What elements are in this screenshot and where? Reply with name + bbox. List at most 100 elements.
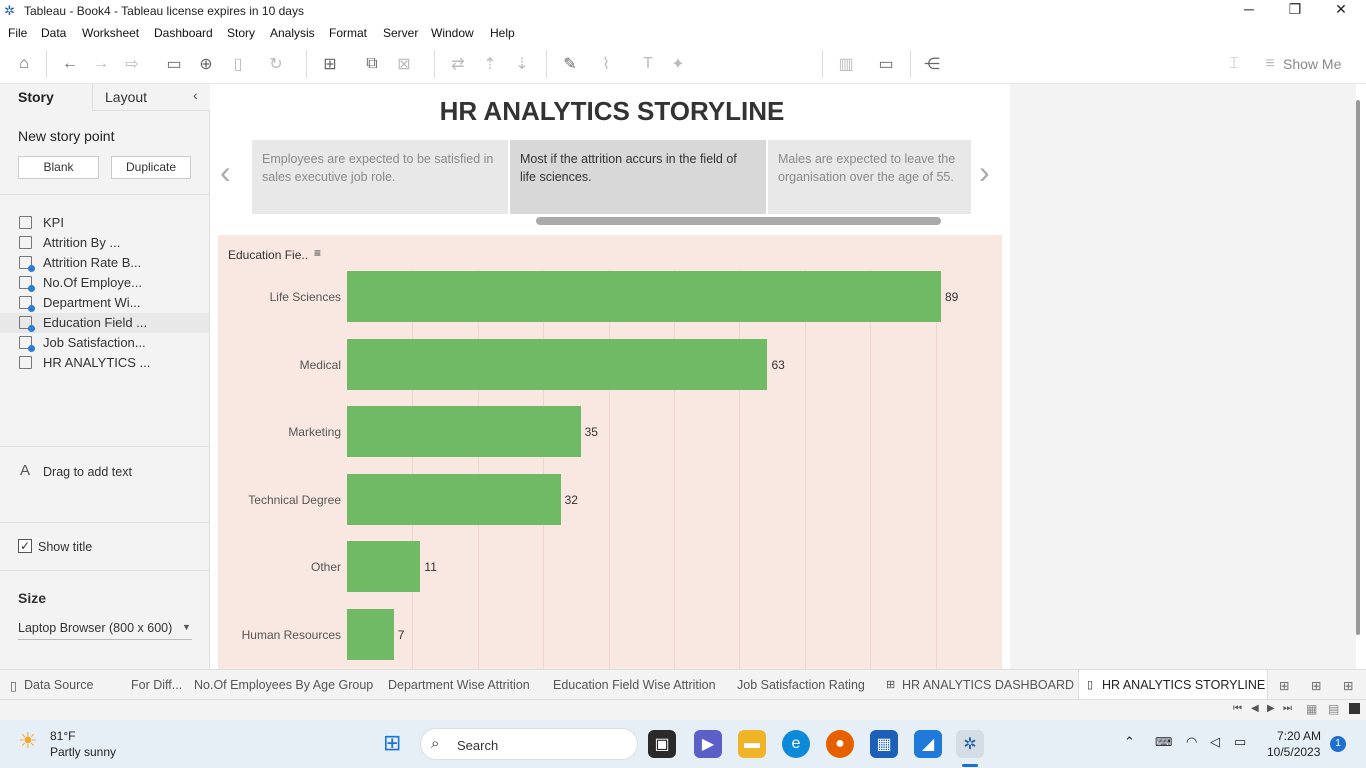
refresh-icon[interactable]: ↻ xyxy=(269,56,283,73)
clock-time[interactable]: 7:20 AM xyxy=(1277,729,1322,743)
redo-icon[interactable]: → xyxy=(93,55,109,72)
dashboard-item[interactable]: HR ANALYTICS ... xyxy=(0,353,209,373)
firefox-icon[interactable]: ● xyxy=(826,730,854,758)
chat-icon[interactable]: ▶ xyxy=(694,730,722,758)
tab-sheet[interactable]: Department Wise Attrition xyxy=(388,678,530,692)
tableau-app-icon[interactable]: ✲ xyxy=(956,730,984,758)
presentation-mode-icon[interactable]: ▭ xyxy=(878,56,894,73)
new-story-tab-icon[interactable]: ⊞ xyxy=(1343,679,1354,693)
menu-server[interactable]: Server xyxy=(383,26,419,40)
cards-icon[interactable]: ▥ xyxy=(838,56,854,73)
menu-worksheet[interactable]: Worksheet xyxy=(82,26,140,40)
new-worksheet-tab-icon[interactable]: ⊞ xyxy=(1279,679,1290,693)
sort-ascending-icon[interactable]: ⇡ xyxy=(483,56,497,73)
menu-file[interactable]: File xyxy=(8,26,28,40)
swap-axes-icon[interactable]: ⇄ xyxy=(451,56,465,73)
show-title-checkbox[interactable]: ✓ xyxy=(18,539,32,553)
group-icon[interactable]: ⌇ xyxy=(602,56,610,73)
sheet-item[interactable]: Job Satisfaction... xyxy=(0,333,209,353)
pause-updates-icon[interactable]: ▯ xyxy=(233,56,243,73)
tab-sheet[interactable]: Job Satisfaction Rating xyxy=(737,678,865,692)
sheet-item[interactable]: Department Wi... xyxy=(0,293,209,313)
minimize-button[interactable]: ─ xyxy=(1244,1,1254,17)
tabs-view-icon[interactable] xyxy=(1349,703,1360,714)
sheet-item[interactable]: KPI xyxy=(0,213,209,233)
notification-badge[interactable]: 1 xyxy=(1330,736,1346,752)
tab-dashboard[interactable]: HR ANALYTICS DASHBOARD xyxy=(902,678,1075,692)
story-point[interactable]: Employees are expected to be satisfied i… xyxy=(252,140,508,214)
sheet-item[interactable]: No.Of Employe... xyxy=(0,273,209,293)
tab-story[interactable]: Story xyxy=(18,89,54,105)
story-point[interactable]: Males are expected to leave the organisa… xyxy=(768,140,971,214)
menu-dashboard[interactable]: Dashboard xyxy=(154,26,213,40)
story-navigator-scrollbar[interactable] xyxy=(536,217,941,225)
first-sheet-icon[interactable]: ⏮ xyxy=(1233,703,1242,714)
bar[interactable] xyxy=(347,338,768,390)
new-data-source-icon[interactable]: ⊕ xyxy=(199,56,213,73)
sheet-sorter-icon[interactable]: ▦ xyxy=(1306,702,1318,716)
next-sheet-icon[interactable]: ▶ xyxy=(1267,703,1275,714)
edge-icon[interactable]: e xyxy=(782,730,810,758)
save-icon[interactable]: ▭ xyxy=(166,56,182,73)
photos-icon[interactable]: ◢ xyxy=(914,730,942,758)
keyboard-icon[interactable]: ⌨ xyxy=(1155,735,1173,749)
filmstrip-icon[interactable]: ▤ xyxy=(1328,702,1340,716)
previous-story-point-icon[interactable]: ‹ xyxy=(220,154,231,190)
clear-sheet-icon[interactable]: ⊠ xyxy=(397,56,411,73)
show-me-label[interactable]: Show Me xyxy=(1283,56,1342,72)
story-point-active[interactable]: Most if the attrition accurs in the fiel… xyxy=(510,140,766,214)
prev-sheet-icon[interactable]: ◀ xyxy=(1251,703,1259,714)
menu-data[interactable]: Data xyxy=(41,26,67,40)
bar[interactable] xyxy=(347,271,941,322)
bar[interactable] xyxy=(347,609,394,660)
store-icon[interactable]: ▦ xyxy=(870,730,898,758)
restore-button[interactable]: ❐ xyxy=(1288,1,1302,17)
sort-descending-icon[interactable]: ⇣ xyxy=(515,56,529,73)
sort-icon[interactable]: ≡ xyxy=(314,246,322,260)
bar[interactable] xyxy=(347,541,421,593)
last-sheet-icon[interactable]: ⏭ xyxy=(1283,703,1292,714)
sheet-item-selected[interactable]: Education Field ... xyxy=(0,313,209,333)
tab-sheet[interactable]: No.Of Employees By Age Group xyxy=(194,678,374,692)
replay-icon[interactable]: ⇨ xyxy=(125,56,139,73)
drag-to-add-text[interactable]: Drag to add text xyxy=(43,465,132,479)
volume-icon[interactable]: ◁ xyxy=(1210,734,1220,749)
close-button[interactable]: ✕ xyxy=(1335,1,1347,17)
sheet-item[interactable]: Attrition By ... xyxy=(0,233,209,253)
home-icon[interactable]: ⌂ xyxy=(19,55,29,72)
tab-sheet[interactable]: Education Field Wise Attrition xyxy=(553,678,716,692)
sheet-item[interactable]: Attrition Rate B... xyxy=(0,253,209,273)
vertical-scrollbar[interactable] xyxy=(1356,100,1360,635)
menu-format[interactable]: Format xyxy=(329,26,368,40)
share-icon[interactable]: ⋲ xyxy=(924,56,940,73)
show-labels-icon[interactable]: T xyxy=(643,55,653,72)
size-dropdown[interactable]: Laptop Browser (800 x 600) ▼ xyxy=(18,618,192,640)
highlight-icon[interactable]: ✎ xyxy=(563,56,577,73)
blank-button[interactable]: Blank xyxy=(18,156,99,179)
tab-layout[interactable]: Layout xyxy=(105,89,148,105)
next-story-point-icon[interactable]: › xyxy=(979,154,990,190)
new-dashboard-tab-icon[interactable]: ⊞ xyxy=(1311,679,1322,693)
bar[interactable] xyxy=(347,473,561,525)
tab-data-source[interactable]: Data Source xyxy=(24,678,94,692)
wifi-icon[interactable]: ◠ xyxy=(1186,734,1198,749)
duplicate-button[interactable]: Duplicate xyxy=(111,156,191,179)
file-explorer-icon[interactable]: ▬ xyxy=(738,730,766,758)
menu-story[interactable]: Story xyxy=(227,26,256,40)
bar[interactable] xyxy=(347,406,581,458)
menu-help[interactable]: Help xyxy=(490,26,515,40)
collapse-panel-icon[interactable]: ‹ xyxy=(193,87,198,103)
clock-date[interactable]: 10/5/2023 xyxy=(1267,745,1321,759)
duplicate-sheet-icon[interactable]: ⧉ xyxy=(366,55,378,72)
menu-analysis[interactable]: Analysis xyxy=(270,26,315,40)
format-painter-icon[interactable]: ⌶ xyxy=(1229,55,1239,72)
task-view-icon[interactable]: ▣ xyxy=(648,730,676,758)
tab-story-active[interactable]: HR ANALYTICS STORYLINE xyxy=(1102,678,1266,692)
tab-sheet[interactable]: For Diff... xyxy=(131,678,183,692)
undo-icon[interactable]: ← xyxy=(62,55,78,72)
battery-icon[interactable]: ▭ xyxy=(1234,734,1247,749)
chevron-up-icon[interactable]: ⌃ xyxy=(1124,734,1135,749)
new-worksheet-icon[interactable]: ⊞ xyxy=(323,56,337,73)
start-windows-icon[interactable]: ⊞ xyxy=(383,730,402,755)
show-me-icon[interactable]: ≡ xyxy=(1265,55,1275,72)
